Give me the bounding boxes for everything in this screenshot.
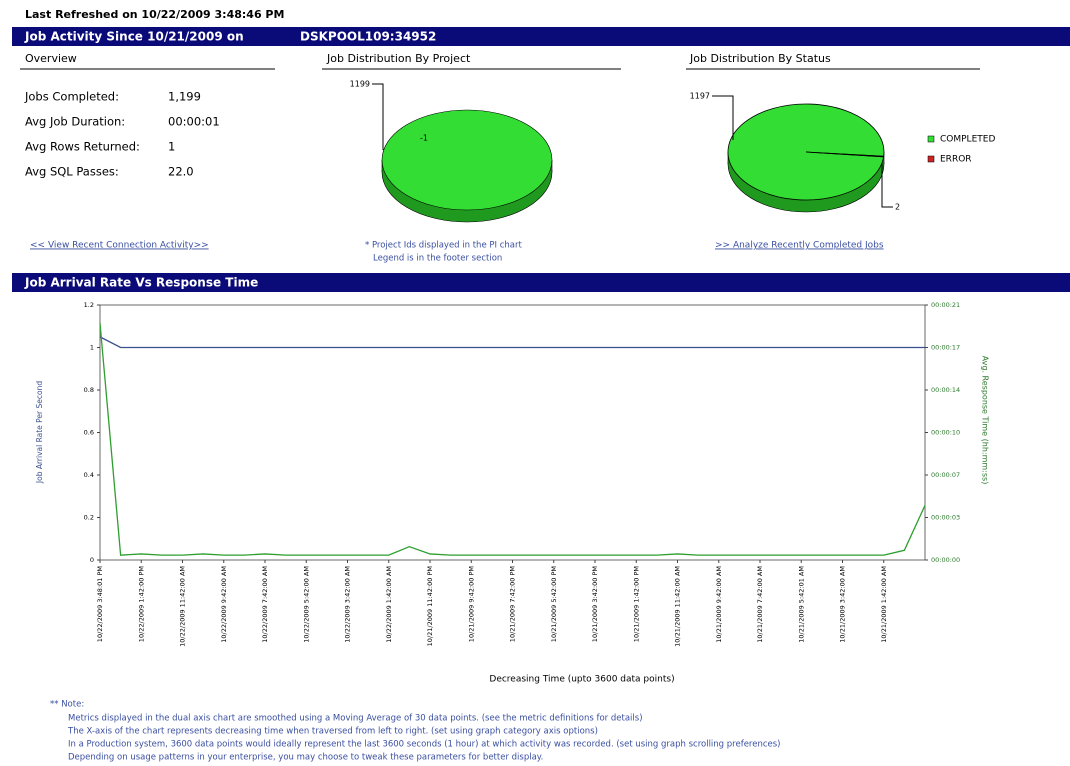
y2-tick-label: 00:00:17	[931, 344, 960, 352]
x-tick-label: 10/22/2009 1:42:00 AM	[385, 566, 393, 643]
x-tick-label: 10/21/2009 5:42:01 AM	[797, 566, 805, 643]
leader-line	[372, 83, 384, 150]
y2-tick-label: 00:00:07	[931, 471, 960, 479]
y-tick-label: 1.2	[84, 301, 94, 309]
pie-slice	[805, 151, 885, 158]
legend-swatch	[927, 155, 935, 163]
x-tick-label: 10/22/2009 5:42:00 AM	[302, 566, 310, 643]
series-line	[99, 323, 926, 556]
pie-slice	[381, 109, 553, 211]
activity-title: Job Activity Since 10/21/2009 on	[24, 30, 244, 44]
metric-value: 1,199	[168, 90, 201, 104]
x-tick-label: 10/21/2009 7:42:00 PM	[509, 566, 517, 642]
legend-swatch	[927, 135, 935, 143]
x-tick-label: 10/22/2009 3:48:01 PM	[96, 566, 104, 642]
plot-frame	[99, 304, 926, 561]
x-axis-label: Decreasing Time (upto 3600 data points)	[489, 675, 674, 685]
slice-label: -1	[420, 134, 428, 143]
y-tick-label: 0.8	[84, 386, 94, 394]
metric-value: 00:00:01	[168, 115, 220, 129]
x-tick-label: 10/21/2009 3:42:00 AM	[839, 566, 847, 643]
metric-value: 22.0	[168, 165, 194, 179]
note-line: The X-axis of the chart represents decre…	[67, 727, 598, 737]
y-axis-label: Job Arrival Rate Per Second	[35, 381, 44, 484]
x-tick-label: 10/22/2009 3:42:00 AM	[344, 566, 352, 643]
legend-label: ERROR	[940, 155, 972, 165]
note-line: Metrics displayed in the dual axis chart…	[68, 714, 643, 724]
legend-label: COMPLETED	[940, 135, 995, 145]
metric-label: Jobs Completed:	[24, 90, 119, 104]
note-line: In a Production system, 3600 data points…	[68, 740, 781, 750]
link[interactable]: >> Analyze Recently Completed Jobs	[715, 241, 884, 251]
series-line	[99, 336, 925, 349]
x-tick-label: 10/22/2009 11:42:00 AM	[179, 566, 187, 647]
y-tick-label: 0.2	[84, 514, 94, 522]
x-tick-label: 10/21/2009 3:42:00 PM	[591, 566, 599, 642]
value-label: 2	[895, 203, 900, 212]
header-bar	[12, 27, 1070, 46]
x-tick-label: 10/22/2009 7:42:00 AM	[261, 566, 269, 643]
y-tick-label: 0	[90, 556, 94, 564]
y-tick-label: 0.4	[84, 471, 94, 479]
metric-label: Avg Rows Returned:	[25, 140, 140, 154]
note-line: Depending on usage patterns in your ente…	[68, 753, 543, 763]
y-tick-label: 1	[90, 344, 94, 352]
x-tick-label: 10/21/2009 11:42:00 AM	[674, 566, 682, 647]
x-tick-label: 10/22/2009 1:42:00 PM	[137, 566, 145, 642]
x-tick-label: 10/22/2009 9:42:00 AM	[220, 566, 228, 643]
x-tick-label: 10/21/2009 9:42:00 AM	[715, 566, 723, 643]
pie-note: Legend is in the footer section	[373, 254, 502, 264]
pie-note: * Project Ids displayed in the PI chart	[365, 241, 522, 251]
y2-tick-label: 00:00:21	[931, 301, 960, 309]
refresh-time: Last Refreshed on 10/22/2009 3:48:46 PM	[25, 8, 284, 21]
note-title: ** Note:	[50, 700, 84, 710]
x-tick-label: 10/21/2009 9:42:00 PM	[467, 566, 475, 642]
metric-value: 1	[168, 140, 175, 154]
chart-title: Job Arrival Rate Vs Response Time	[24, 276, 258, 290]
link[interactable]: << View Recent Connection Activity>>	[30, 241, 209, 251]
metric-label: Avg SQL Passes:	[25, 165, 119, 179]
section-title: Job Distribution By Status	[689, 52, 831, 65]
value-label: 1199	[350, 80, 370, 89]
header-bar	[12, 273, 1070, 292]
x-tick-label: 10/21/2009 11:42:00 PM	[426, 566, 434, 646]
y2-tick-label: 00:00:00	[931, 556, 960, 564]
y2-axis-label: Avg. Response Time (hh:mm:ss)	[981, 356, 990, 485]
x-tick-label: 10/21/2009 7:42:00 AM	[756, 566, 764, 643]
x-tick-label: 10/21/2009 1:42:00 PM	[632, 566, 640, 642]
section-title: Job Distribution By Project	[326, 52, 471, 65]
host-name: DSKPOOL109:34952	[300, 30, 436, 44]
x-tick-label: 10/21/2009 5:42:00 PM	[550, 566, 558, 642]
y2-tick-label: 00:00:14	[931, 386, 960, 394]
leader-line	[881, 163, 893, 208]
section-title: Overview	[25, 52, 77, 65]
y-tick-label: 0.6	[84, 429, 94, 437]
y2-tick-label: 00:00:03	[931, 514, 960, 522]
metric-label: Avg Job Duration:	[25, 115, 125, 129]
leader-line	[712, 95, 734, 140]
x-tick-label: 10/21/2009 1:42:00 AM	[880, 566, 888, 643]
y2-tick-label: 00:00:10	[931, 429, 960, 437]
value-label: 1197	[690, 92, 710, 101]
